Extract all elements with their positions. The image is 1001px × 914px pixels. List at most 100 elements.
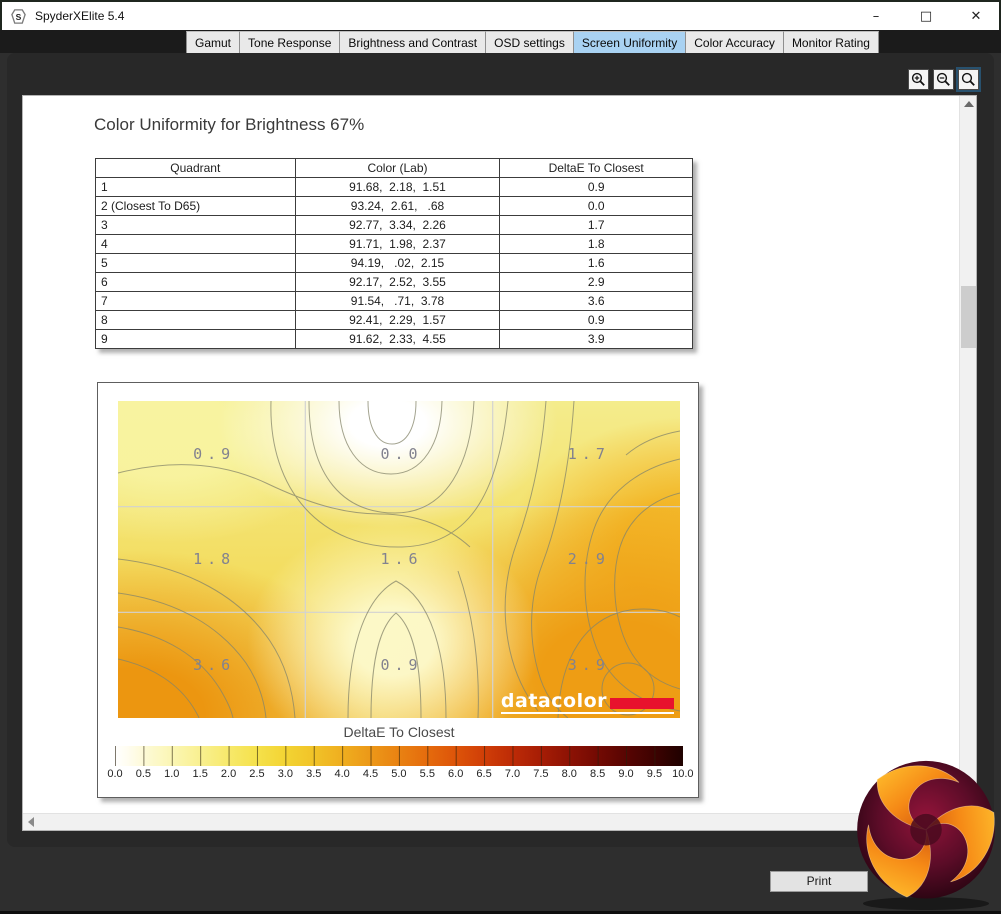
- scale-tick: 5.5: [419, 768, 435, 780]
- maximize-button[interactable]: □: [919, 8, 933, 24]
- scale-tick: 1.5: [192, 768, 208, 780]
- cell-quadrant: 8: [95, 310, 296, 330]
- tab-brightness-and-contrast[interactable]: Brightness and Contrast: [340, 31, 487, 53]
- cell-delta: 1.6: [499, 253, 693, 273]
- cell-lab: 93.24, 2.61, .68: [294, 196, 501, 216]
- scroll-left-icon[interactable]: [28, 817, 34, 827]
- table-row: 3 92.77, 3.34, 2.26 1.7: [95, 215, 693, 235]
- heatmap-contours: [118, 401, 680, 718]
- scroll-up-icon[interactable]: [964, 101, 974, 107]
- vertical-scrollbar[interactable]: [959, 96, 976, 815]
- window-title: SpyderXElite 5.4: [35, 9, 125, 23]
- uniformity-table: Quadrant Color (Lab) DeltaE To Closest 1…: [95, 158, 693, 349]
- datacolor-logo-red-bar: [610, 698, 674, 709]
- cell-lab: 92.17, 2.52, 3.55: [294, 272, 501, 292]
- window-frame-left: [0, 0, 2, 30]
- tab-monitor-rating[interactable]: Monitor Rating: [783, 31, 879, 53]
- cell-delta: 0.0: [499, 196, 693, 216]
- cell-delta: 3.6: [499, 291, 693, 311]
- vertical-scrollbar-thumb[interactable]: [961, 286, 976, 348]
- scale-tick: 6.0: [448, 768, 464, 780]
- print-button[interactable]: Print: [770, 871, 868, 892]
- header-color-lab: Color (Lab): [294, 158, 501, 178]
- datacolor-logo-text: datacolor: [500, 690, 607, 712]
- zoom-in-icon: [911, 72, 925, 86]
- datacolor-logo: datacolor: [500, 690, 674, 714]
- scale-tick: 2.5: [249, 768, 265, 780]
- scale-tick: 1.0: [164, 768, 180, 780]
- scale-tick: 3.5: [306, 768, 322, 780]
- heatmap-value: 1.6: [380, 550, 423, 569]
- cell-lab: 91.71, 1.98, 2.37: [294, 234, 501, 254]
- cell-lab: 91.68, 2.18, 1.51: [294, 177, 501, 197]
- tab-osd-settings[interactable]: OSD settings: [486, 31, 574, 53]
- header-deltae: DeltaE To Closest: [499, 158, 693, 178]
- heatmap-value: 0.9: [380, 656, 423, 675]
- scale-tick: 0.0: [107, 768, 123, 780]
- scale-tick: 8.5: [589, 768, 606, 780]
- cell-delta: 2.9: [499, 272, 693, 292]
- scale-tick: 7.0: [504, 768, 521, 780]
- window-frame-right: [999, 0, 1001, 30]
- minimize-button[interactable]: –: [872, 8, 880, 24]
- table-row: 9 91.62, 2.33, 4.55 3.9: [95, 329, 693, 349]
- horizontal-scrollbar[interactable]: [23, 813, 961, 830]
- cell-lab: 94.19, .02, 2.15: [294, 253, 501, 273]
- scale-tick: 3.0: [277, 768, 293, 780]
- scale-tick: 9.5: [646, 768, 663, 780]
- uniformity-heatmap-panel: 0.9 0.0 1.7 1.8 1.6 2.9 3.6 0.9 3.9 data…: [97, 382, 699, 798]
- tab-screen-uniformity[interactable]: Screen Uniformity: [573, 31, 687, 53]
- heatmap-value: 3.9: [567, 656, 610, 675]
- cell-delta: 1.8: [499, 234, 693, 254]
- cell-lab: 92.77, 3.34, 2.26: [294, 215, 501, 235]
- tab-gamut[interactable]: Gamut: [186, 31, 241, 53]
- swirl-watermark-logo: [857, 760, 995, 910]
- zoom-out-button[interactable]: [933, 69, 954, 90]
- heatmap-value: 1.7: [567, 444, 610, 463]
- tab-tone-response[interactable]: Tone Response: [240, 31, 341, 53]
- cell-quadrant: 6: [95, 272, 296, 292]
- window-frame-top: [0, 0, 1001, 2]
- header-quadrant: Quadrant: [95, 158, 296, 178]
- cell-quadrant: 4: [95, 234, 296, 254]
- scale-title: DeltaE To Closest: [343, 724, 455, 740]
- cell-quadrant: 1: [95, 177, 296, 197]
- scale-tick: 6.5: [476, 768, 492, 780]
- tab-bar: Gamut Tone Response Brightness and Contr…: [0, 30, 1001, 53]
- scale-tick-labels: 0.0 0.5 1.0 1.5 2.0 2.5 3.0 3.5 4.0 4.5 …: [102, 768, 696, 780]
- table-row: 8 92.41, 2.29, 1.57 0.9: [95, 310, 693, 330]
- cell-delta: 1.7: [499, 215, 693, 235]
- tab-color-accuracy[interactable]: Color Accuracy: [686, 31, 784, 53]
- zoom-reset-button[interactable]: [956, 67, 981, 92]
- heatmap-value: 3.6: [193, 656, 236, 675]
- zoom-in-button[interactable]: [908, 69, 929, 90]
- cell-quadrant: 7: [95, 291, 296, 311]
- cell-lab: 91.62, 2.33, 4.55: [294, 329, 501, 349]
- cell-delta: 0.9: [499, 177, 693, 197]
- scale-tick: 9.0: [618, 768, 634, 780]
- scale-tick: 4.5: [362, 768, 379, 780]
- close-button[interactable]: ✕: [970, 8, 982, 24]
- cell-quadrant: 3: [95, 215, 296, 235]
- table-row: 7 91.54, .71, 3.78 3.6: [95, 291, 693, 311]
- table-row: 1 91.68, 2.18, 1.51 0.9: [95, 177, 693, 197]
- heatmap-value: 2.9: [567, 550, 610, 569]
- page-title: Color Uniformity for Brightness 67%: [94, 115, 365, 134]
- window-bottom-edge: [0, 911, 1001, 914]
- report-page: Color Uniformity for Brightness 67% Quad…: [22, 95, 977, 831]
- cell-quadrant: 5: [95, 253, 296, 273]
- scale-tick: 2.0: [220, 768, 237, 780]
- table-row: 5 94.19, .02, 2.15 1.6: [95, 253, 693, 273]
- scale-tick: 4.0: [334, 768, 350, 780]
- cell-quadrant: 9: [95, 329, 296, 349]
- cell-lab: 92.41, 2.29, 1.57: [294, 310, 501, 330]
- heatmap-value: 1.8: [193, 550, 236, 569]
- scale-tick: 7.5: [533, 768, 549, 780]
- titlebar: S SpyderXElite 5.4 – □ ✕: [2, 2, 999, 30]
- spyder-app-icon: S: [11, 8, 26, 24]
- table-header-row: Quadrant Color (Lab) DeltaE To Closest: [95, 158, 693, 178]
- scale-tick: 10.0: [672, 768, 694, 780]
- scale-tick: 0.5: [135, 768, 152, 780]
- cell-quadrant: 2 (Closest To D65): [95, 196, 296, 216]
- heatmap-value: 0.0: [380, 444, 423, 463]
